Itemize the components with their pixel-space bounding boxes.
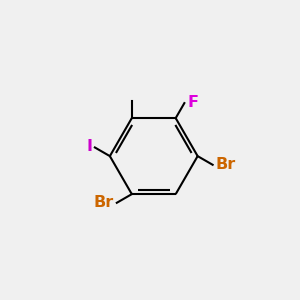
Text: I: I bbox=[86, 140, 92, 154]
Text: F: F bbox=[188, 95, 198, 110]
Text: Br: Br bbox=[94, 195, 114, 210]
Text: Br: Br bbox=[215, 157, 236, 172]
